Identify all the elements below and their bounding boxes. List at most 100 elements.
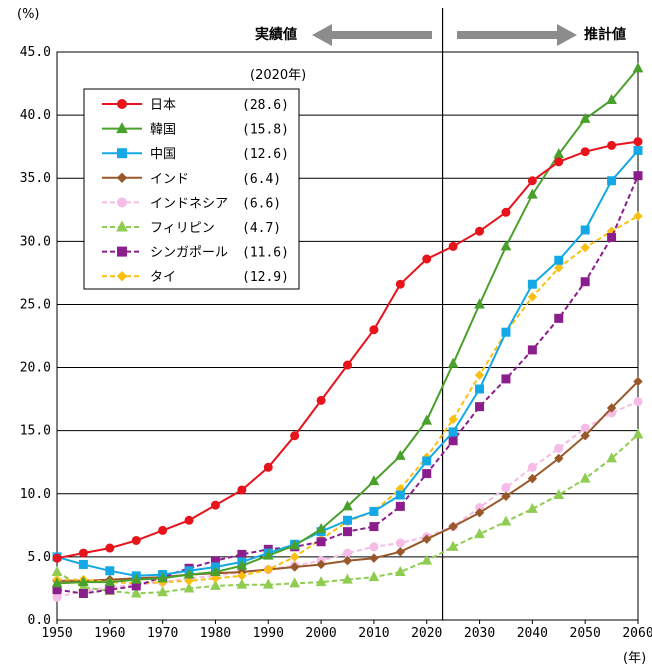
data-point <box>116 172 128 184</box>
data-point <box>342 500 353 511</box>
data-point <box>158 525 168 535</box>
data-point <box>105 543 115 553</box>
data-point <box>474 370 485 380</box>
x-tick-label: 1980 <box>200 626 231 641</box>
left-arrow-icon <box>312 24 432 46</box>
projection-label: 推計値 <box>584 26 626 43</box>
legend-value: (15.8) <box>242 123 289 138</box>
data-point <box>316 537 326 547</box>
data-point <box>448 427 458 437</box>
data-point <box>475 402 485 412</box>
data-point <box>342 555 353 566</box>
data-point <box>448 241 458 251</box>
data-point <box>369 522 379 532</box>
data-point <box>527 502 538 513</box>
legend-label: 日本 <box>150 98 176 113</box>
x-tick-label: 2050 <box>570 626 601 641</box>
data-point <box>633 145 643 155</box>
x-tick-label: 2010 <box>358 626 389 641</box>
legend-label: インド <box>150 172 189 187</box>
y-tick-label: 30.0 <box>20 234 51 249</box>
data-point <box>395 490 405 500</box>
y-tick-label: 0.0 <box>28 613 51 628</box>
data-point <box>475 226 485 236</box>
legend-label: タイ <box>150 270 176 285</box>
data-point <box>316 395 326 405</box>
y-tick-label: 35.0 <box>20 171 51 186</box>
legend-header: (2020年) <box>250 68 306 83</box>
data-point <box>607 140 617 150</box>
data-point <box>369 325 379 335</box>
legend-item: インド (6.4) <box>102 172 281 187</box>
legend-item: フィリピン (4.7) <box>102 220 281 236</box>
data-point <box>579 472 591 483</box>
x-tick-label: 1990 <box>253 626 284 641</box>
data-point <box>210 500 220 510</box>
data-point <box>368 571 380 582</box>
series-フィリピン <box>51 428 644 598</box>
data-point <box>501 482 511 492</box>
data-point <box>184 515 194 525</box>
data-point <box>343 360 352 370</box>
legend-item: タイ (12.9) <box>102 270 289 285</box>
data-point <box>448 414 458 425</box>
y-tick-label: 40.0 <box>20 108 51 123</box>
data-point <box>210 573 221 584</box>
legend-label: 中国 <box>150 147 176 162</box>
x-axis-unit: (年) <box>623 651 646 666</box>
y-tick-label: 20.0 <box>20 361 51 376</box>
data-point <box>184 576 194 586</box>
data-point <box>633 211 643 221</box>
y-axis-ticks: 0.0 5.0 10.0 15.0 20.0 25.0 30.0 35.0 40.0 45.0 <box>20 45 51 628</box>
data-point <box>117 148 127 159</box>
data-point <box>117 99 127 109</box>
x-tick-label: 2060 <box>622 626 652 641</box>
data-point <box>580 277 590 287</box>
data-point <box>633 376 643 387</box>
data-point <box>448 436 458 446</box>
data-point <box>236 578 248 589</box>
data-point <box>422 254 432 264</box>
data-point <box>394 565 406 577</box>
data-point <box>315 576 327 587</box>
y-tick-label: 25.0 <box>20 297 51 312</box>
actual-label: 実績値 <box>255 26 297 43</box>
data-point <box>368 475 380 486</box>
series-日本 <box>52 137 643 563</box>
data-point <box>51 577 63 588</box>
data-point <box>263 564 273 575</box>
data-point <box>210 579 221 590</box>
data-point <box>262 578 274 589</box>
legend-item: 中国 (12.6) <box>102 147 289 162</box>
data-point <box>633 137 643 147</box>
data-point <box>52 553 62 563</box>
x-tick-label: 1950 <box>41 626 72 641</box>
y-axis-unit: (%) <box>17 7 40 22</box>
data-point <box>395 538 405 548</box>
data-point <box>606 403 617 413</box>
data-point <box>237 485 247 495</box>
data-point <box>607 176 617 186</box>
x-axis-ticks: 1950 1960 1970 1980 1990 2000 2010 2020 2030 2040… <box>41 620 652 641</box>
data-point <box>236 559 248 570</box>
data-point <box>633 397 643 407</box>
y-tick-label: 10.0 <box>20 487 51 502</box>
legend: 日本 (28.6) 韓国 (15.8) 中国 (12.6) インド (6.4) インドネシア (6… <box>83 88 300 290</box>
data-point <box>116 270 128 282</box>
data-point <box>395 547 406 557</box>
series-インドネシア <box>52 397 643 602</box>
data-point <box>78 576 89 587</box>
data-point <box>289 577 301 588</box>
data-point <box>210 565 221 577</box>
data-point <box>632 62 644 73</box>
data-point <box>289 539 301 550</box>
x-tick-label: 1970 <box>147 626 178 641</box>
data-point <box>580 147 590 157</box>
data-point <box>105 585 115 595</box>
data-point <box>421 554 433 565</box>
data-point <box>343 515 352 525</box>
data-point <box>606 93 617 104</box>
data-point <box>501 207 511 217</box>
data-point <box>422 456 432 466</box>
data-point <box>527 176 537 186</box>
